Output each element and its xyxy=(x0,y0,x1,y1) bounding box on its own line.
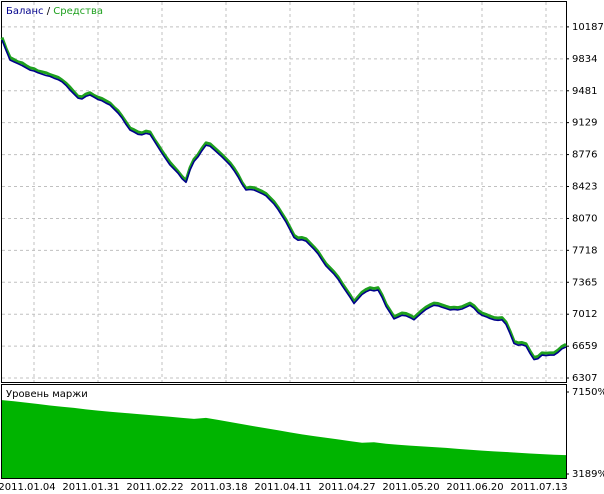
y-tick-label: 7718 xyxy=(572,245,597,256)
margin-area xyxy=(2,400,566,478)
series-line xyxy=(0,36,567,359)
x-tick-label: 2011.04.11 xyxy=(254,482,311,493)
legend-entry: Баланс xyxy=(6,6,44,17)
legend-entry: Средства xyxy=(53,6,103,17)
y-tick-label: 9129 xyxy=(572,118,597,129)
series-line xyxy=(1,39,567,361)
y-tick-label: 8776 xyxy=(572,150,597,161)
y-tick-label: 10187 xyxy=(572,22,604,33)
y-tick-label: 9834 xyxy=(572,54,597,65)
x-tick-label: 2011.01.31 xyxy=(62,482,119,493)
x-tick-label: 2011.03.18 xyxy=(190,482,247,493)
x-tick-label: 2011.05.20 xyxy=(382,482,439,493)
y-tick-label: 9481 xyxy=(572,86,597,97)
y-tick-label: 6659 xyxy=(572,341,597,352)
x-tick-label: 2011.02.22 xyxy=(126,482,183,493)
y-tick-label: 8070 xyxy=(572,213,597,224)
panel-title: Уровень маржи xyxy=(6,389,88,400)
x-tick-label: 2011.07.13 xyxy=(510,482,567,493)
legend-entry: / xyxy=(44,6,54,17)
y-tick-label: 7012 xyxy=(572,309,597,320)
y-tick-label: 7365 xyxy=(572,277,597,288)
x-tick-label: 2011.01.04 xyxy=(0,482,56,493)
y-tick-label: 8423 xyxy=(572,182,597,193)
legend: Баланс / Средства xyxy=(6,6,103,17)
y-tick-label: 7150% xyxy=(572,387,604,398)
main-panel xyxy=(1,1,567,383)
y-tick-label: 3189% xyxy=(572,469,604,480)
x-tick-label: 2011.04.27 xyxy=(318,482,375,493)
legend: Баланс / Средства xyxy=(6,6,103,17)
y-tick-label: 6307 xyxy=(572,373,597,384)
x-tick-label: 2011.06.20 xyxy=(446,482,503,493)
